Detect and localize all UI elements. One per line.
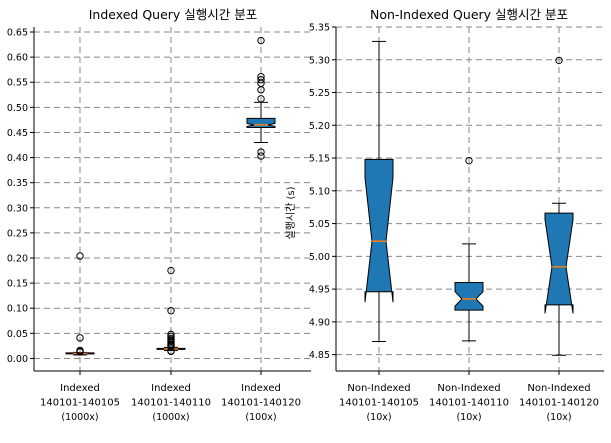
non-indexed-box-group	[364, 40, 394, 343]
indexed-x-tick-label: (100x)	[245, 412, 276, 423]
indexed-y-tick-label: 0.15	[7, 279, 28, 290]
non-indexed-y-tick-label: 4.95	[309, 285, 330, 296]
indexed-outlier-point	[167, 347, 175, 356]
non-indexed-y-tick-label: 5.05	[309, 219, 330, 230]
non-indexed-y-tick-label: 5.20	[309, 121, 330, 132]
indexed-outlier-point	[257, 36, 265, 45]
indexed-x-tick-label: (1000x)	[152, 412, 189, 423]
non-indexed-y-tick-label: 5.35	[309, 23, 330, 34]
indexed-outlier-point	[167, 266, 175, 275]
indexed-y-tick-label: 0.00	[7, 354, 28, 365]
indexed-outlier-point	[167, 307, 175, 315]
indexed-x-tick-label: 140101-140120	[221, 398, 301, 409]
non-indexed-outlier-point	[555, 56, 563, 65]
indexed-y-tick-label: 0.45	[7, 128, 28, 139]
indexed-axes: 0.00 0.05 0.10 0.15 0.20 0.25 0.30 0.35 0.40 0.45…	[7, 27, 311, 423]
non-indexed-x-tick-label: (10x)	[546, 412, 571, 423]
indexed-x-tick-label: Indexed	[241, 383, 281, 394]
indexed-x-tick-label: 140101-140105	[40, 398, 120, 409]
indexed-outlier-point	[257, 152, 265, 160]
indexed-outlier-point	[167, 342, 175, 351]
indexed-y-tick-label: 0.30	[7, 203, 28, 214]
non-indexed-axes: 4.85 4.90 4.95 5.00 5.05 5.10 5.15 5.20 5.25 5.30…	[309, 23, 604, 423]
non-indexed-box-group	[454, 156, 484, 342]
indexed-y-tick-label: 0.55	[7, 78, 28, 89]
non-indexed-x-tick-label: (10x)	[366, 412, 391, 423]
indexed-y-tick-label: 0.60	[7, 53, 28, 64]
non-indexed-chart-title: Non-Indexed Query 실행시간 분포	[370, 7, 568, 22]
non-indexed-notched-box	[544, 212, 574, 314]
indexed-notched-box	[246, 117, 276, 128]
indexed-query-panel: 0.00 0.05 0.10 0.15 0.20 0.25 0.30 0.35 0.40 0.45…	[7, 7, 311, 423]
indexed-box-group	[246, 36, 276, 160]
indexed-y-tick-label: 0.05	[7, 329, 28, 340]
indexed-outlier-point	[257, 76, 265, 84]
indexed-x-tick-label: 140101-140110	[131, 398, 211, 409]
indexed-y-tick-label: 0.10	[7, 304, 28, 315]
non-indexed-x-tick-label: (10x)	[456, 412, 481, 423]
non-indexed-x-tick-label: Non-Indexed	[437, 383, 500, 394]
non-indexed-y-tick-label: 5.15	[309, 154, 330, 165]
non-indexed-x-tick-label: Non-Indexed	[347, 383, 410, 394]
indexed-x-tick-label: Indexed	[60, 383, 100, 394]
indexed-outlier-point	[76, 334, 84, 342]
indexed-x-tick-label: (1000x)	[61, 412, 98, 423]
indexed-y-tick-label: 0.65	[7, 28, 28, 39]
non-indexed-y-tick-label: 5.30	[309, 55, 330, 66]
indexed-x-tick-label: Indexed	[151, 383, 191, 394]
non-indexed-x-tick-label: 140101-140120	[519, 398, 599, 409]
indexed-box-group	[65, 252, 95, 356]
indexed-y-tick-label: 0.25	[7, 228, 28, 239]
non-indexed-y-tick-label: 5.25	[309, 88, 330, 99]
indexed-y-tick-label: 0.50	[7, 103, 28, 114]
indexed-grid	[34, 27, 311, 371]
non-indexed-x-tick-label: 140101-140105	[339, 398, 419, 409]
indexed-outlier-point	[257, 95, 265, 103]
non-indexed-x-tick-label: 140101-140110	[429, 398, 509, 409]
indexed-outlier-point	[76, 348, 84, 356]
non-indexed-y-axis-label: 실행시간 (s)	[285, 186, 297, 239]
non-indexed-box-group	[544, 56, 574, 356]
indexed-outlier-point	[76, 252, 84, 260]
indexed-box-group	[156, 266, 186, 356]
indexed-chart-title: Indexed Query 실행시간 분포	[89, 7, 258, 22]
non-indexed-y-tick-label: 5.10	[309, 186, 330, 197]
indexed-y-tick-label: 0.40	[7, 153, 28, 164]
non-indexed-y-tick-label: 4.85	[309, 350, 330, 361]
non-indexed-notched-box	[364, 158, 394, 303]
non-indexed-x-tick-label: Non-Indexed	[527, 383, 590, 394]
non-indexed-y-tick-label: 5.00	[309, 252, 330, 263]
indexed-outlier-point	[257, 86, 265, 94]
indexed-outlier-point	[257, 148, 265, 156]
indexed-y-tick-label: 0.35	[7, 178, 28, 189]
indexed-y-tick-label: 0.20	[7, 254, 28, 265]
non-indexed-outlier-point	[465, 156, 473, 165]
indexed-outlier-point	[167, 330, 175, 339]
non-indexed-y-tick-label: 4.90	[309, 317, 330, 328]
non-indexed-notched-box	[454, 282, 484, 311]
non-indexed-query-panel: 4.85 4.90 4.95 5.00 5.05 5.10 5.15 5.20 5.25 5.30…	[285, 7, 604, 423]
